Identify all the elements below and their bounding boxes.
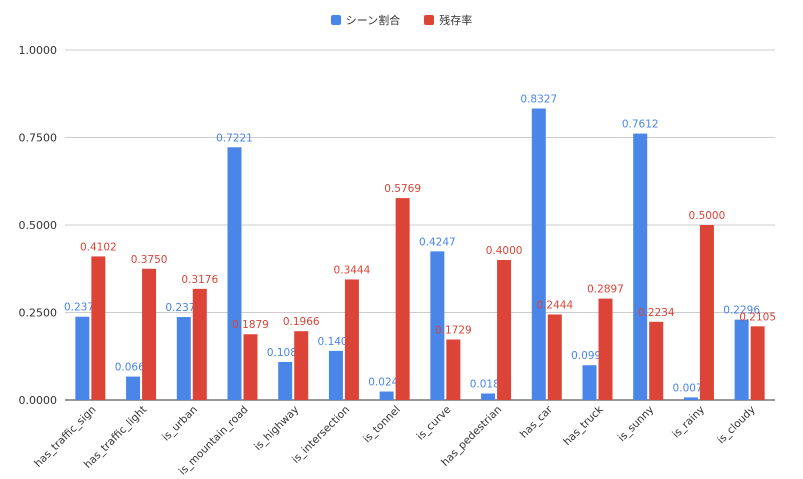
x-tick-label: is_tonnel — [361, 404, 403, 446]
data-label-series-2: 0.5769 — [384, 183, 421, 195]
legend-label-series-2: 残存率 — [439, 14, 473, 27]
data-label-series-1: 0.7612 — [622, 119, 659, 131]
data-label-series-1: 0.4247 — [419, 236, 456, 248]
bar-series-1[interactable] — [430, 251, 445, 400]
data-label-series-2: 0.2444 — [536, 299, 573, 311]
bar-series-1[interactable] — [379, 391, 394, 400]
data-label-series-2: 0.2897 — [587, 284, 624, 296]
bar-series-2[interactable] — [547, 314, 562, 400]
bar-series-2[interactable] — [598, 298, 613, 400]
bar-series-1[interactable] — [278, 361, 293, 400]
y-tick-label: 0.2500 — [19, 307, 58, 320]
bar-series-1[interactable] — [227, 147, 242, 400]
bar-series-2[interactable] — [344, 279, 359, 400]
bar-series-2[interactable] — [91, 256, 106, 400]
x-tick-label: is_sunny — [616, 404, 657, 445]
bar-series-2[interactable] — [192, 288, 207, 400]
data-label-series-2: 0.1729 — [435, 324, 472, 336]
data-label-series-2: 0.3750 — [131, 254, 168, 266]
y-tick-label: 1.0000 — [19, 44, 58, 57]
bar-series-2[interactable] — [649, 321, 664, 400]
data-label-series-2: 0.4102 — [80, 241, 117, 253]
bar-series-1[interactable] — [683, 397, 698, 400]
data-label-series-2: 0.2105 — [739, 311, 776, 323]
bar-series-1[interactable] — [126, 376, 141, 400]
chart-legend: シーン割合 残存率 — [0, 12, 803, 28]
data-label-series-1: 0.8327 — [520, 94, 557, 106]
data-label-series-2: 0.4000 — [486, 245, 523, 257]
data-label-series-2: 0.2234 — [638, 307, 675, 319]
x-tick-label: has_truck — [561, 403, 606, 448]
data-label-series-2: 0.3444 — [334, 264, 371, 276]
data-label-series-2: 0.3176 — [181, 274, 218, 286]
x-tick-label: is_rainy — [670, 404, 707, 441]
legend-swatch-series-2 — [424, 15, 435, 25]
bar-series-2[interactable] — [699, 225, 714, 400]
bar-series-1[interactable] — [582, 365, 597, 400]
bar-series-1[interactable] — [481, 393, 496, 400]
data-label-series-2: 0.1966 — [283, 316, 320, 328]
bar-series-2[interactable] — [497, 260, 512, 400]
bar-series-1[interactable] — [633, 133, 648, 400]
bar-series-1[interactable] — [734, 319, 749, 400]
y-tick-label: 0.0000 — [19, 394, 58, 407]
legend-label-series-1: シーン割合 — [345, 14, 401, 27]
legend-swatch-series-1 — [330, 15, 341, 25]
data-label-series-1: 0.2296 — [723, 305, 760, 317]
bar-series-2[interactable] — [142, 268, 157, 400]
bar-series-2[interactable] — [294, 331, 309, 400]
data-label-series-2: 0.1879 — [232, 319, 269, 331]
bar-series-2[interactable] — [446, 339, 461, 400]
bar-series-2[interactable] — [750, 326, 765, 400]
legend-item-series-1[interactable]: シーン割合 — [330, 12, 401, 28]
x-tick-label: is_curve — [415, 404, 454, 443]
bar-series-1[interactable] — [176, 317, 191, 400]
data-label-series-2: 0.5000 — [689, 210, 726, 222]
y-tick-label: 0.7500 — [19, 132, 58, 145]
y-tick-label: 0.5000 — [19, 219, 58, 232]
x-tick-label: has_car — [518, 403, 555, 440]
x-tick-label: is_highway — [252, 404, 301, 453]
bar-series-1[interactable] — [75, 316, 90, 400]
x-tick-label: is_cloudy — [715, 404, 758, 447]
bar-series-1[interactable] — [531, 108, 546, 401]
data-label-series-1: 0.7221 — [216, 132, 253, 144]
bar-series-1[interactable] — [328, 350, 343, 400]
x-tick-label: is_urban — [160, 404, 200, 444]
legend-item-series-2[interactable]: 残存率 — [424, 12, 472, 28]
bar-series-2[interactable] — [395, 198, 410, 400]
bar-series-2[interactable] — [243, 334, 258, 400]
